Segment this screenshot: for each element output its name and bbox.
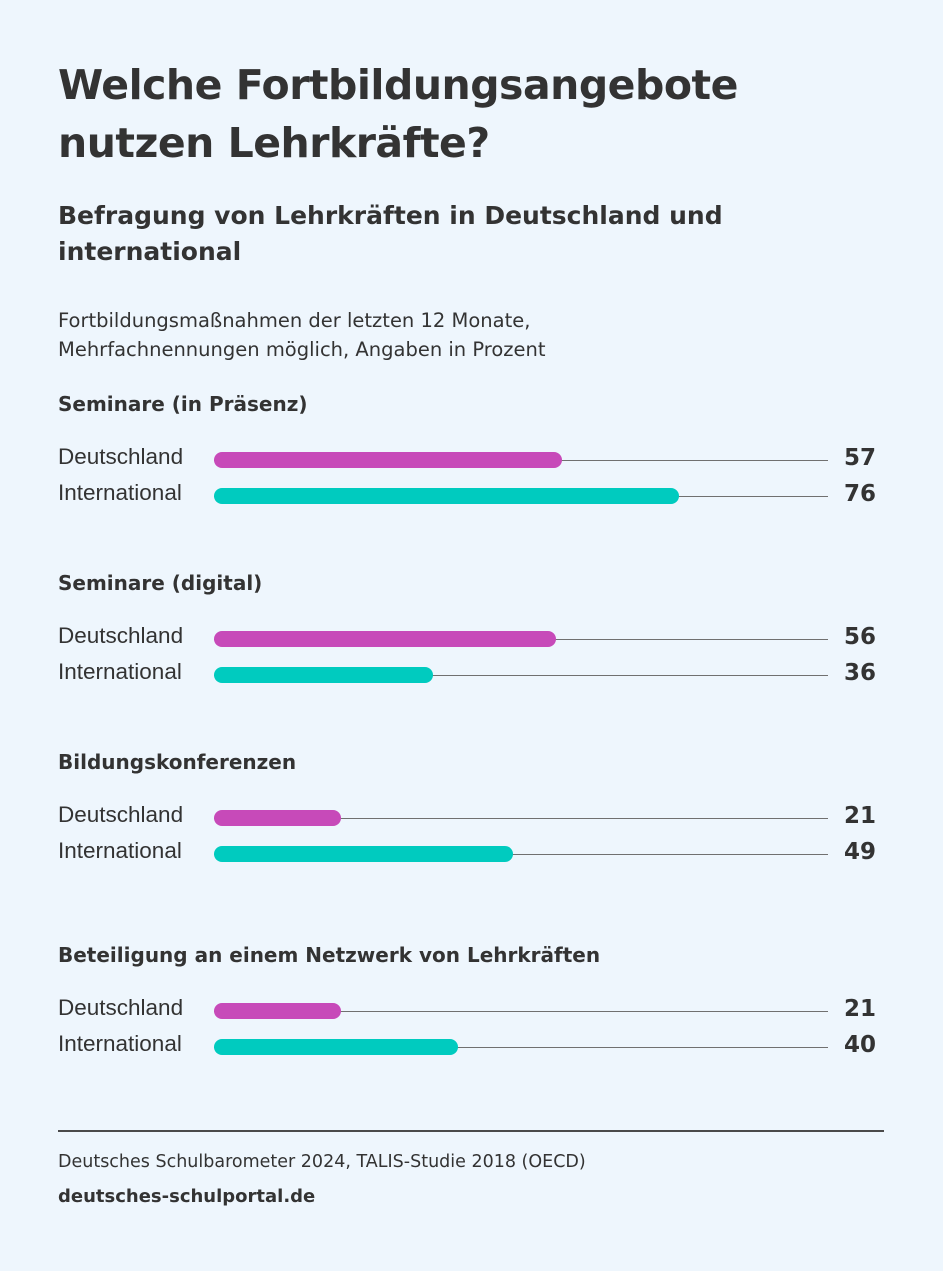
row-label: Deutschland [58,995,184,1020]
row-label: International [58,1031,182,1056]
bar-international [214,488,679,504]
chart-note: Fortbildungsmaßnahmen der letzten 12 Mon… [58,306,858,364]
group-title: Seminare (digital) [58,571,263,595]
bar-international [214,667,434,683]
bar-deutschland [214,1003,341,1019]
chart-subtitle: Befragung von Lehrkräften in Deutschland… [58,201,723,266]
group-title: Bildungskonferenzen [58,750,297,774]
footer-divider [58,1130,884,1132]
row-label: International [58,838,182,863]
note-line-2: Mehrfachnennungen möglich, Angaben in Pr… [58,338,546,361]
bar-deutschland [214,631,556,647]
group-title: Beteiligung an einem Netzwerk von Lehrkr… [58,943,601,967]
bar-track [214,853,828,855]
bar-track [214,1046,828,1048]
bar-deutschland [214,810,341,826]
bar-international [214,846,513,862]
row-label: Deutschland [58,444,184,469]
bar-track [214,1010,828,1012]
value-label: 21 [844,803,877,829]
value-label: 49 [844,839,877,865]
value-label: 21 [844,996,877,1022]
group-title: Seminare (in Präsenz) [58,392,308,416]
value-label: 40 [844,1032,877,1058]
bar-track [214,817,828,819]
row-label: International [58,659,182,684]
note-line-1: Fortbildungsmaßnahmen der letzten 12 Mon… [58,309,531,332]
value-label: 57 [844,445,877,471]
value-label: 56 [844,624,877,650]
bar-track [214,674,828,676]
row-label: Deutschland [58,802,184,827]
bar-international [214,1039,458,1055]
row-label: International [58,480,182,505]
site-credit: deutsches-schulportal.de [58,1186,316,1207]
value-label: 36 [844,660,877,686]
value-label: 76 [844,481,877,507]
chart-title: Welche Fortbildungsangebote nutzen Lehrk… [58,61,738,167]
row-label: Deutschland [58,623,184,648]
source-note: Deutsches Schulbarometer 2024, TALIS-Stu… [58,1152,586,1172]
bar-deutschland [214,452,562,468]
